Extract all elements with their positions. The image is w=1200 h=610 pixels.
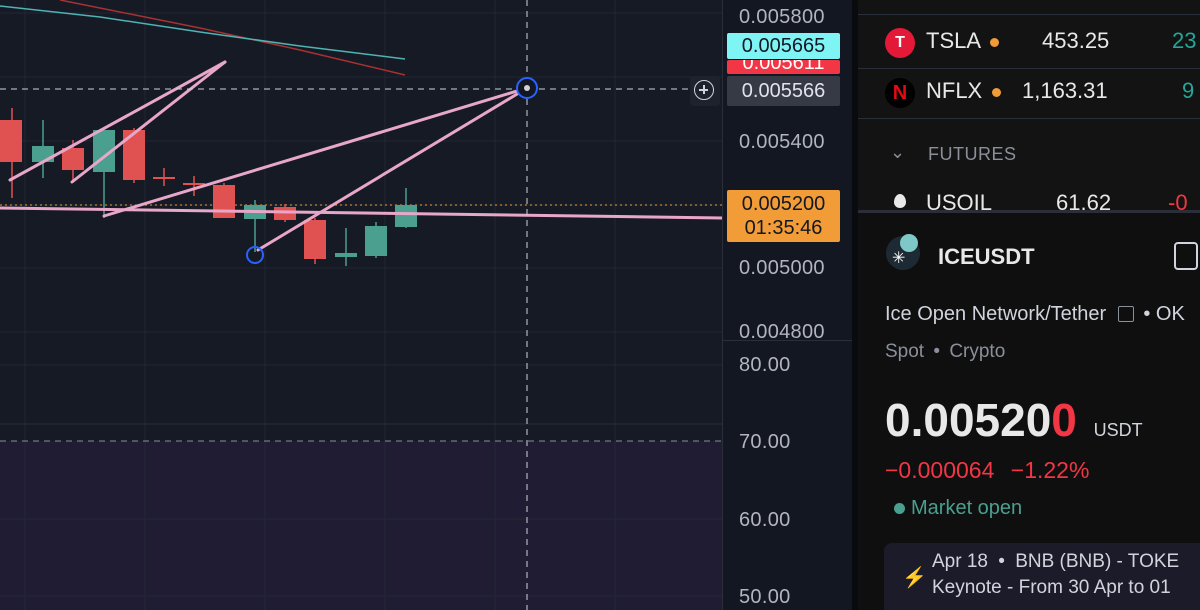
lightning-icon: ⚡ [902,567,927,589]
ma-red-line [59,0,406,76]
chart-canvas[interactable] [0,0,722,610]
ma-cyan-line [0,5,406,60]
right-panel: T TSLA 453.25 23 N NFLX 1,163.31 9 ⌄ FUT… [858,0,1200,610]
current-price-label: 0.005200 01:35:46 [727,190,840,242]
news-headline: BNB (BNB) - TOKE [1015,551,1180,572]
tesla-icon: T [885,28,915,58]
exchange-label: • OK [1143,303,1185,325]
external-link-icon[interactable] [1117,306,1134,322]
oil-drop-icon [894,194,906,208]
price-tick: 0.005400 [739,131,825,153]
rsi-tick: 80.00 [739,354,791,376]
price-change-row: −0.000064 −1.22% [885,457,1089,484]
ma-red-price-text: 0.005611 [742,60,825,74]
symbol-title[interactable]: ICEUSDT [938,244,1035,269]
rsi-tick: 60.00 [739,509,791,531]
ma-red-price-label: 0.005611 [727,60,840,74]
market-status-text: Market open [911,497,1023,519]
rsi-pane[interactable] [0,441,722,610]
watchlist-row-usoil[interactable]: USOIL 61.62 -0 [858,180,1200,230]
watchlist-symbol: NFLX [926,78,983,103]
market-status-dot [992,88,1001,97]
last-price-last-digit: 0 [1051,394,1077,446]
ice-logo-icon: ✳ [886,234,920,270]
price-tick: 0.005800 [739,6,825,28]
price-currency: USDT [1093,420,1143,440]
futures-section-label[interactable]: FUTURES [928,144,1017,164]
watchlist-price: 1,163.31 [1022,78,1108,103]
watchlist-price: 453.25 [1042,28,1110,53]
watchlist-change: 23 [1172,28,1197,53]
grid [0,0,722,610]
price-change-pct: −1.22% [1010,457,1090,483]
news-line-2: Keynote - From 30 Apr to 01 [932,577,1171,598]
last-price: 0.005200 USDT [885,393,1143,447]
market-open-dot [894,503,905,514]
watchlist-symbol: TSLA [926,28,982,53]
rsi-tick: 50.00 [739,586,791,608]
price-scale[interactable]: 0.005800 0.005665 0.005611 0.005566 0.00… [722,0,853,610]
grid-view-icon[interactable] [1174,242,1198,270]
symbol-full-name[interactable]: Ice Open Network/Tether [885,303,1107,325]
symbol-type: Spot [885,341,925,362]
plus-circle-icon [694,80,714,100]
chart-area[interactable] [0,0,852,610]
watchlist-row-nflx[interactable]: N NFLX 1,163.31 9 [858,68,1200,118]
price-tick: 0.004800 [739,321,825,343]
panel-resize-handle[interactable] [858,210,1200,213]
ma-cyan-price-label: 0.005665 [727,33,840,59]
symbol-category: Crypto [949,341,1006,362]
market-status-dot [990,38,999,47]
current-price-value: 0.005200 [741,193,826,215]
news-line-1: Apr 18 • BNB (BNB) - TOKE [932,551,1180,572]
news-card[interactable]: ⚡ Apr 18 • BNB (BNB) - TOKE Keynote - Fr… [884,543,1200,610]
watchlist-change: 9 [1182,78,1195,103]
netflix-icon: N [885,78,915,108]
watchlist-row-tsla[interactable]: T TSLA 453.25 23 [858,18,1200,68]
symbol-name-row: Ice Open Network/Tether • OK [885,303,1185,326]
anchor-point-low[interactable] [246,246,264,264]
watchlist-change: -0 [1168,190,1188,215]
news-date: Apr 18 [932,551,988,572]
panel-divider[interactable] [852,0,858,610]
add-alert-button[interactable] [690,76,720,106]
last-price-main: 0.00520 [885,394,1052,446]
crosshair-price-label: 0.005566 [727,76,840,106]
symbol-type-row: Spot • Crypto [885,341,1006,362]
trend-drawings[interactable] [0,60,722,252]
price-tick: 0.005000 [739,257,825,279]
bar-countdown: 01:35:46 [744,217,823,239]
chevron-down-icon[interactable]: ⌄ [890,142,906,162]
market-status: Market open [894,497,1022,520]
rsi-tick: 70.00 [739,431,791,453]
price-change-abs: −0.000064 [885,457,995,483]
candles[interactable] [0,108,417,266]
watchlist: T TSLA 453.25 23 N NFLX 1,163.31 9 ⌄ FUT… [858,0,1200,215]
